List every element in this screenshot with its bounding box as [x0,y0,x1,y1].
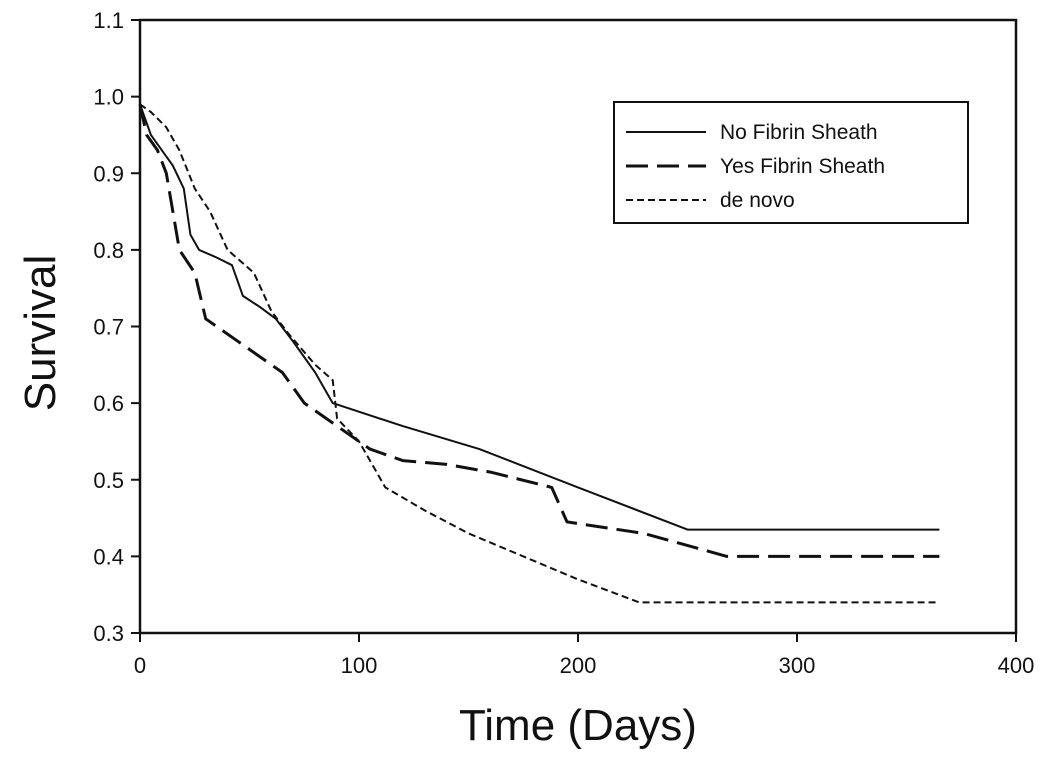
x-tick-label: 0 [134,653,146,678]
legend-label: Yes Fibrin Sheath [720,155,885,178]
x-tick-label: 100 [341,653,378,678]
legend-box [613,101,969,224]
series-line-yes-fibrin-sheath [138,103,940,558]
x-axis-title: Time (Days) [459,701,697,750]
y-tick-label: 1.1 [93,8,124,33]
y-tick-label: 0.6 [93,391,124,416]
y-tick-label: 1.0 [93,85,124,110]
x-tick-label: 300 [779,653,816,678]
legend-label: de novo [720,189,795,212]
y-tick-label: 0.7 [93,315,124,340]
x-tick-label: 400 [998,653,1035,678]
y-tick-label: 0.3 [93,621,124,646]
y-axis-title: Survival [16,255,65,412]
x-tick-label: 200 [560,653,597,678]
y-tick-label: 0.5 [93,468,124,493]
y-tick-label: 0.4 [93,544,124,569]
y-tick-label: 0.9 [93,161,124,186]
y-tick-label: 0.8 [93,238,124,263]
legend-label: No Fibrin Sheath [720,121,878,144]
series-line-no-fibrin-sheath [139,103,940,531]
series-line-de-novo [139,103,940,604]
